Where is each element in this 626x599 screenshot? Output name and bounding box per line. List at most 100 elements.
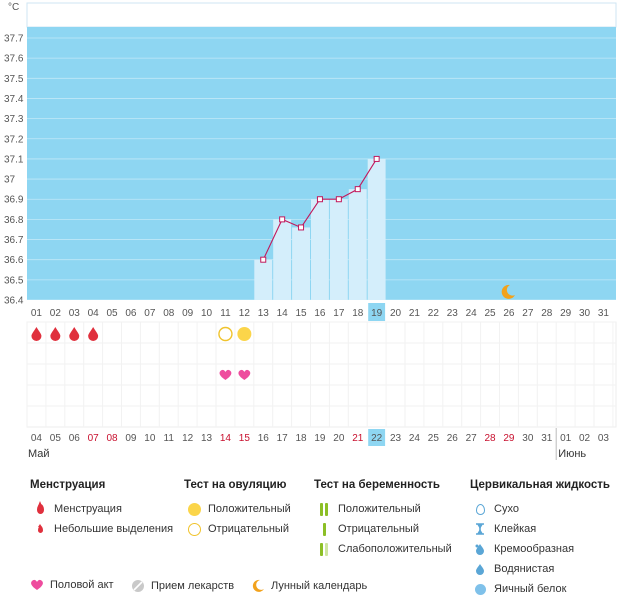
legend-label: Менструация (54, 503, 122, 515)
cycle-day-label: 11 (220, 308, 231, 319)
temperature-point (335, 196, 342, 203)
y-tick-label: 36.4 (4, 296, 24, 307)
temperature-point (354, 186, 361, 193)
calendar-date-label: 13 (201, 433, 213, 444)
legend-label: Положительный (208, 503, 291, 515)
cycle-day-label: 22 (428, 308, 440, 319)
y-tick-label: 36.7 (4, 235, 24, 246)
legend-medication: Прием лекарств (131, 579, 234, 593)
legend-lunar: Лунный календарь (251, 579, 367, 593)
pill-icon (132, 580, 144, 592)
legend-label: Кремообразная (494, 543, 575, 555)
cycle-day-label: 25 (484, 308, 496, 319)
ov-positive-circle-icon (187, 502, 201, 516)
temperature-bar (254, 259, 273, 300)
calendar-date-label: 17 (277, 433, 289, 444)
temperature-point (316, 196, 323, 203)
legend-ov-positive-item: Положительный (184, 499, 291, 519)
month-label-start: Май (28, 448, 50, 460)
y-tick-label: 37.3 (4, 114, 24, 125)
calendar-date-label: 18 (295, 433, 307, 444)
calendar-date-label: 24 (409, 433, 421, 444)
cycle-day-label: 19 (371, 308, 383, 319)
moon-icon (501, 284, 515, 299)
chart-top-frame (26, 2, 617, 28)
calendar-date-label: 01 (560, 433, 572, 444)
menstruation-drop-icon (69, 327, 80, 342)
temperature-bar (367, 158, 386, 300)
legend-label: Водянистая (494, 563, 555, 575)
calendar-date-label: 28 (484, 433, 496, 444)
legend-menstruation: Менструация Менструация Небольшие выделе… (30, 479, 173, 539)
cycle-day-label: 31 (598, 308, 610, 319)
legend-intercourse: Половой акт (30, 579, 114, 591)
temperature-bar (311, 199, 329, 300)
temperature-bar (292, 227, 310, 300)
calendar-date-label: 21 (352, 433, 364, 444)
cycle-day-label: 13 (258, 308, 270, 319)
temperature-point (279, 216, 286, 223)
cycle-day-label: 15 (295, 308, 307, 319)
heart-icon (219, 369, 232, 380)
y-tick-label: 37.2 (4, 134, 24, 145)
legend-cervical-title: Цервикальная жидкость (470, 479, 610, 491)
legend-preg-positive-item: Положительный (314, 499, 452, 519)
y-tick-label: 37.6 (4, 54, 24, 65)
y-tick-label: 36.5 (4, 275, 24, 286)
cycle-day-label: 26 (503, 308, 515, 319)
heart-icon (238, 369, 251, 380)
heart-icon (31, 579, 43, 590)
cf-sticky-icon (476, 523, 484, 535)
legend-pregnancy-title: Тест на беременность (314, 479, 440, 491)
cycle-day-label: 07 (144, 308, 156, 319)
legend-cf-eggwhite-item: Яичный белок (470, 579, 610, 599)
cycle-day-label: 27 (522, 308, 534, 319)
menstruation-drop-icon (88, 327, 99, 342)
month-label-next: Июнь (558, 448, 586, 460)
menstruation-drop-icon (36, 501, 44, 514)
legend-cf-watery-item: Водянистая (470, 559, 610, 579)
legend-cf-creamy-item: Кремообразная (470, 539, 610, 559)
legend-intercourse-label: Половой акт (50, 579, 114, 591)
cycle-day-label: 09 (182, 308, 194, 319)
legend-preg-negative-item: Отрицательный (314, 519, 452, 539)
cycle-day-label: 05 (106, 308, 118, 319)
calendar-date-label: 09 (125, 433, 137, 444)
cycle-day-label: 21 (409, 308, 421, 319)
moon-icon (252, 579, 264, 592)
temperature-point (260, 256, 267, 263)
legend-lunar-label: Лунный календарь (271, 580, 368, 592)
cycle-day-label: 14 (277, 308, 289, 319)
y-tick-label: 36.8 (4, 215, 24, 226)
spotting-drop-icon (37, 523, 43, 533)
y-tick-label: 36.6 (4, 255, 24, 266)
legend-ovulation: Тест на овуляцию Положительный Отрицател… (184, 479, 291, 539)
temperature-bar (348, 189, 367, 300)
calendar-date-label: 14 (220, 433, 232, 444)
cycle-day-label: 28 (541, 308, 553, 319)
cycle-day-label: 20 (390, 308, 402, 319)
legend-label: Отрицательный (208, 523, 289, 535)
legend-menstruation-title: Менструация (30, 479, 106, 491)
calendar-date-label: 04 (31, 433, 43, 444)
calendar-date-label: 31 (541, 433, 553, 444)
legend-label: Сухо (494, 503, 519, 515)
y-tick-label: 36.9 (4, 195, 24, 206)
event-grid-area (26, 321, 617, 428)
cycle-day-label: 16 (314, 308, 326, 319)
temperature-bar (329, 199, 348, 300)
cycle-day-label: 18 (352, 308, 364, 319)
y-tick-label: 37.5 (4, 74, 24, 85)
legend-medication-label: Прием лекарств (151, 580, 235, 592)
legend-cf-sticky-item: Клейкая (470, 519, 610, 539)
calendar-date-label: 08 (106, 433, 118, 444)
calendar-date-label: 15 (239, 433, 251, 444)
calendar-date-label: 20 (333, 433, 345, 444)
calendar-date-label: 06 (69, 433, 81, 444)
cycle-day-label: 23 (447, 308, 459, 319)
legend-cervical: Цервикальная жидкость Сухо Клейкая Кремо… (470, 479, 610, 599)
legend-label: Отрицательный (338, 523, 419, 535)
calendar-date-label: 07 (88, 433, 100, 444)
cycle-day-label: 17 (333, 308, 345, 319)
legend-ov-negative-item: Отрицательный (184, 519, 291, 539)
